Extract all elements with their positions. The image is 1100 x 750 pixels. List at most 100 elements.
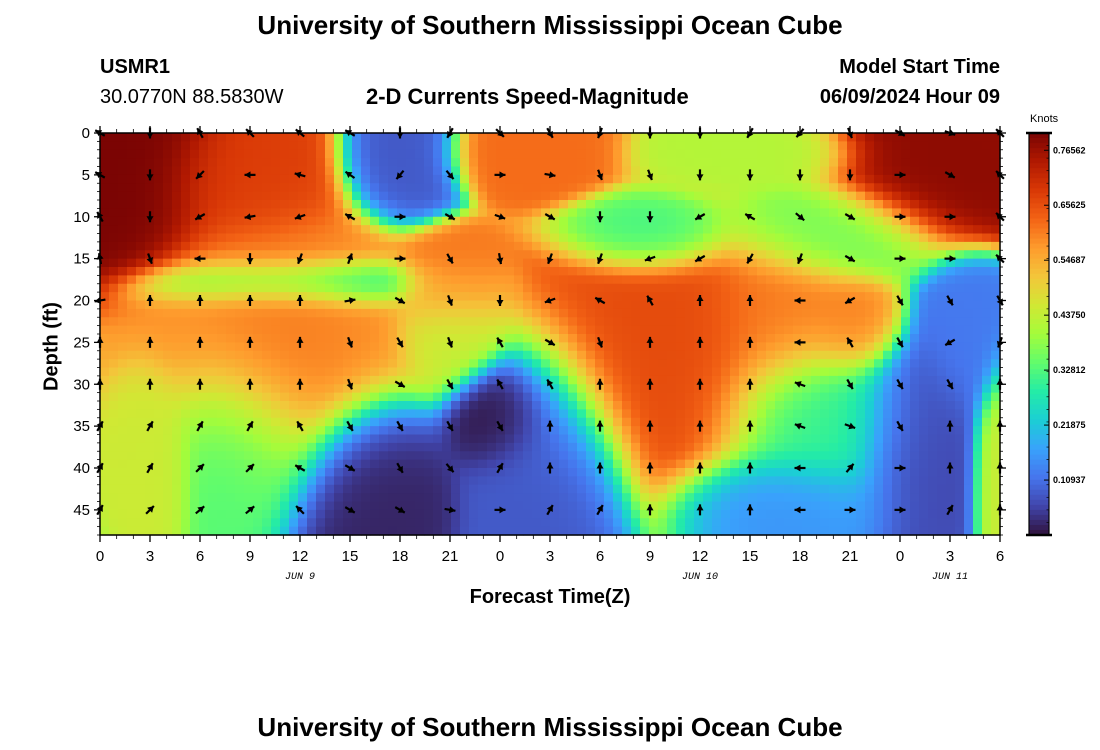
heatmap-cell — [109, 417, 119, 427]
heatmap-cell — [352, 158, 362, 168]
heatmap-cell — [433, 183, 443, 193]
heatmap-cell — [118, 267, 128, 276]
heatmap-cell — [541, 484, 551, 494]
heatmap-cell — [289, 174, 299, 184]
heatmap-cell — [217, 166, 227, 176]
heatmap-cell — [631, 283, 641, 293]
heatmap-cell — [235, 468, 245, 477]
heatmap-cell — [640, 267, 650, 276]
heatmap-cell — [640, 133, 650, 142]
heatmap-cell — [217, 384, 227, 394]
heatmap-cell — [901, 493, 911, 503]
heatmap-cell — [460, 468, 470, 477]
heatmap-cell — [136, 442, 146, 452]
heatmap-cell — [523, 174, 533, 184]
heatmap-cell — [235, 225, 245, 235]
heatmap-cell — [442, 208, 452, 218]
heatmap-cell — [649, 308, 659, 318]
heatmap-cell — [874, 216, 884, 226]
heatmap-cell — [118, 158, 128, 168]
heatmap-cell — [217, 275, 227, 285]
heatmap-cell — [460, 367, 470, 377]
heatmap-cell — [145, 468, 155, 477]
heatmap-cell — [334, 493, 344, 503]
heatmap-cell — [865, 191, 875, 201]
heatmap-cell — [730, 166, 740, 176]
heatmap-cell — [811, 426, 821, 436]
heatmap-cell — [271, 166, 281, 176]
heatmap-cell — [100, 141, 110, 151]
heatmap-cell — [271, 225, 281, 235]
heatmap-cell — [154, 526, 164, 536]
heatmap-cell — [397, 367, 407, 377]
heatmap-cell — [118, 468, 128, 477]
heatmap-cell — [712, 283, 722, 293]
heatmap-cell — [550, 451, 560, 461]
heatmap-cell — [163, 375, 173, 385]
heatmap-cell — [802, 342, 812, 352]
vector-arrow — [296, 295, 304, 306]
heatmap-cell — [226, 208, 236, 218]
heatmap-cell — [676, 300, 686, 310]
heatmap-cell — [964, 459, 974, 469]
heatmap-cell — [568, 233, 578, 243]
heatmap-cell — [172, 216, 182, 226]
heatmap-cell — [298, 141, 308, 151]
heatmap-cell — [298, 200, 308, 209]
heatmap-cell — [613, 191, 623, 201]
heatmap-cell — [199, 325, 209, 335]
heatmap-cell — [307, 292, 317, 302]
heatmap-cell — [136, 216, 146, 226]
heatmap-cell — [919, 141, 929, 151]
heatmap-cell — [775, 434, 785, 444]
heatmap-cell — [964, 493, 974, 503]
heatmap-cell — [307, 216, 317, 226]
heatmap-cell — [910, 434, 920, 444]
heatmap-cell — [181, 325, 191, 335]
heatmap-cell — [370, 367, 380, 377]
heatmap-cell — [208, 526, 218, 536]
heatmap-cell — [901, 367, 911, 377]
heatmap-cell — [460, 225, 470, 235]
heatmap-cell — [181, 426, 191, 436]
heatmap-cell — [703, 174, 713, 184]
heatmap-cell — [289, 233, 299, 243]
heatmap-cell — [487, 233, 497, 243]
heatmap-cell — [946, 317, 956, 327]
heatmap-cell — [172, 359, 182, 369]
heatmap-cell — [631, 501, 641, 511]
heatmap-cell — [649, 468, 659, 477]
heatmap-cell — [595, 141, 605, 151]
heatmap-cell — [199, 241, 209, 251]
heatmap-cell — [208, 141, 218, 151]
heatmap-cell — [352, 250, 362, 260]
heatmap-cell — [910, 350, 920, 360]
heatmap-cell — [370, 283, 380, 293]
heatmap-cell — [109, 174, 119, 184]
heatmap-cell — [415, 526, 425, 536]
heatmap-cell — [289, 451, 299, 461]
heatmap-cell — [451, 384, 461, 394]
heatmap-cell — [586, 241, 596, 251]
heatmap-cell — [784, 451, 794, 461]
heatmap-cell — [325, 426, 335, 436]
heatmap-cell — [271, 258, 281, 268]
heatmap-cell — [829, 493, 839, 503]
heatmap-cell — [604, 375, 614, 385]
heatmap-cell — [136, 509, 146, 519]
heatmap-cell — [523, 426, 533, 436]
heatmap-cell — [604, 342, 614, 352]
heatmap-cell — [910, 476, 920, 486]
heatmap-cell — [676, 241, 686, 251]
heatmap-cell — [748, 174, 758, 184]
heatmap-cell — [964, 241, 974, 251]
heatmap-cell — [829, 468, 839, 477]
heatmap-cell — [703, 275, 713, 285]
heatmap-cell — [847, 426, 857, 436]
heatmap-cell — [145, 526, 155, 536]
heatmap-cell — [181, 484, 191, 494]
heatmap-cell — [505, 334, 515, 343]
heatmap-cell — [883, 233, 893, 243]
heatmap-cell — [235, 300, 245, 310]
heatmap-cell — [640, 183, 650, 193]
